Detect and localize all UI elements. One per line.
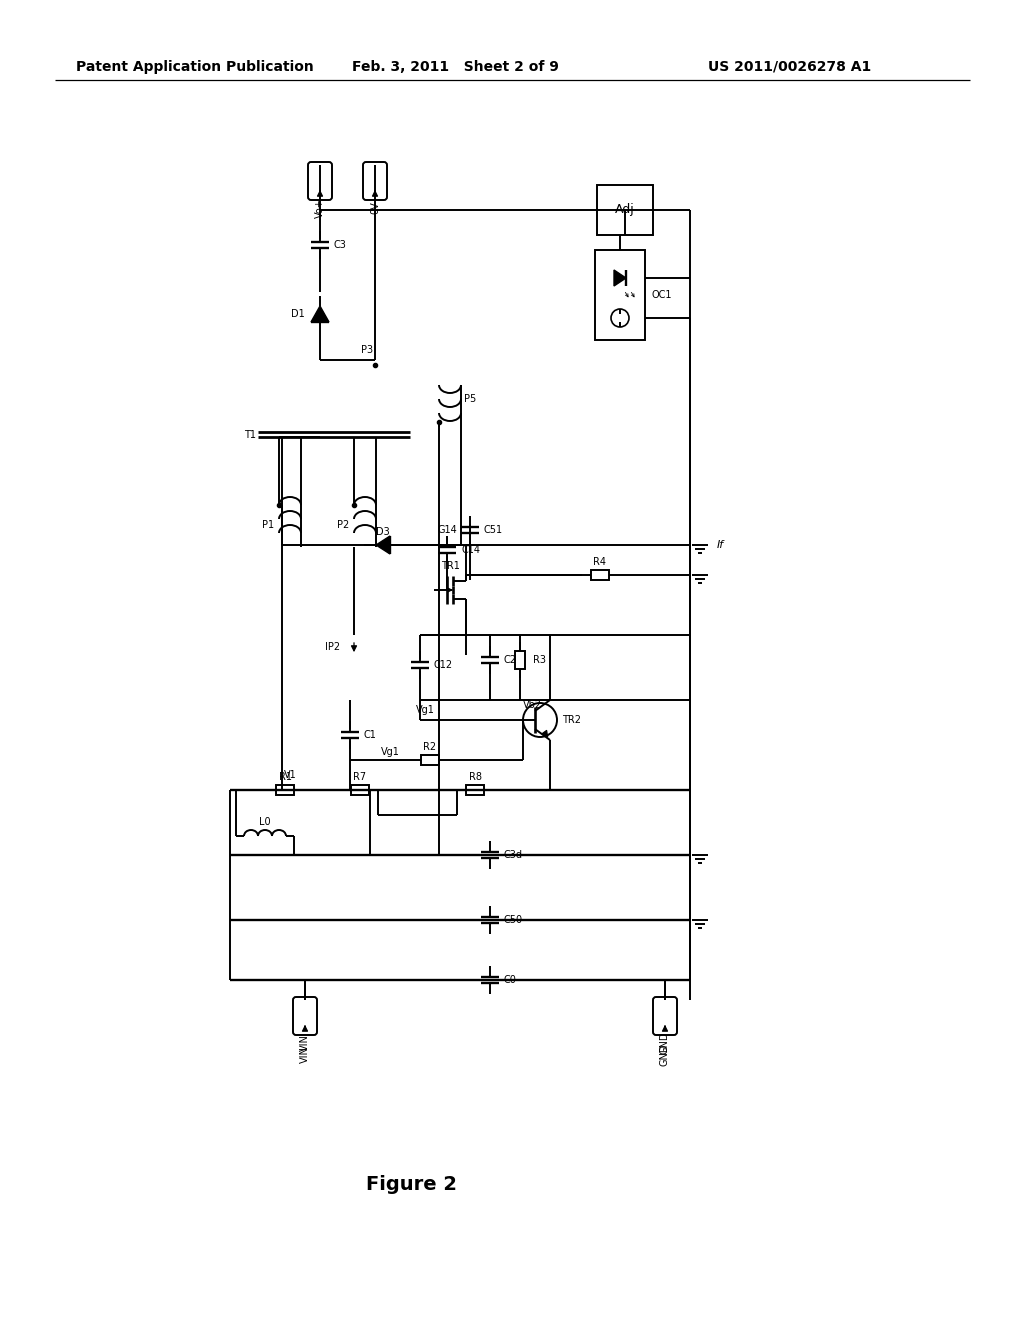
Text: 0V: 0V <box>370 202 380 214</box>
Text: OC1: OC1 <box>652 290 673 300</box>
Text: VIN: VIN <box>300 1035 310 1052</box>
Text: R1: R1 <box>279 772 292 781</box>
Bar <box>466 785 484 795</box>
Polygon shape <box>376 536 390 554</box>
Text: Figure 2: Figure 2 <box>367 1176 458 1195</box>
Text: C12: C12 <box>434 660 454 671</box>
Bar <box>591 570 609 579</box>
Text: Vb2: Vb2 <box>522 700 542 710</box>
FancyBboxPatch shape <box>653 997 677 1035</box>
Text: TR2: TR2 <box>562 715 581 725</box>
Text: Vg1: Vg1 <box>381 747 399 756</box>
Bar <box>351 785 369 795</box>
Text: GND: GND <box>660 1044 670 1067</box>
Text: L0: L0 <box>259 817 270 828</box>
Text: P3: P3 <box>360 345 373 355</box>
Bar <box>276 785 294 795</box>
Polygon shape <box>614 271 626 286</box>
FancyBboxPatch shape <box>308 162 332 201</box>
Bar <box>597 185 653 235</box>
Text: C0: C0 <box>504 975 517 985</box>
Text: R3: R3 <box>534 655 546 665</box>
Text: C50: C50 <box>504 915 523 925</box>
Bar <box>595 249 645 341</box>
Text: D1: D1 <box>291 309 305 319</box>
Text: TR1: TR1 <box>440 561 460 572</box>
Text: Patent Application Publication: Patent Application Publication <box>76 59 314 74</box>
Text: If: If <box>717 540 724 550</box>
Text: VIN: VIN <box>300 1047 310 1064</box>
Polygon shape <box>311 306 329 322</box>
Text: T1: T1 <box>244 430 256 440</box>
Text: D3: D3 <box>376 527 390 537</box>
Bar <box>421 755 439 766</box>
FancyBboxPatch shape <box>293 997 317 1035</box>
Text: V1: V1 <box>284 770 296 780</box>
Text: R8: R8 <box>469 772 481 781</box>
Text: P2: P2 <box>337 520 349 531</box>
Text: US 2011/0026278 A1: US 2011/0026278 A1 <box>709 59 871 74</box>
Text: C1: C1 <box>364 730 377 741</box>
Text: Vo+: Vo+ <box>315 198 325 218</box>
Text: GND: GND <box>660 1032 670 1055</box>
Text: P5: P5 <box>464 393 476 404</box>
Text: C14: C14 <box>461 545 480 554</box>
Text: C51: C51 <box>484 525 503 535</box>
Text: Feb. 3, 2011   Sheet 2 of 9: Feb. 3, 2011 Sheet 2 of 9 <box>351 59 558 74</box>
Text: Vg1: Vg1 <box>416 705 434 715</box>
Text: Adj: Adj <box>615 203 635 216</box>
Text: P1: P1 <box>262 520 274 531</box>
Text: C3: C3 <box>334 240 347 249</box>
Text: R7: R7 <box>353 772 367 781</box>
Text: C2: C2 <box>504 655 517 665</box>
Bar <box>515 651 525 669</box>
FancyBboxPatch shape <box>362 162 387 201</box>
Text: G14: G14 <box>437 525 457 535</box>
Text: IP2: IP2 <box>325 642 340 652</box>
Text: C3d: C3d <box>504 850 523 861</box>
Text: R4: R4 <box>594 557 606 568</box>
Text: R2: R2 <box>424 742 436 752</box>
